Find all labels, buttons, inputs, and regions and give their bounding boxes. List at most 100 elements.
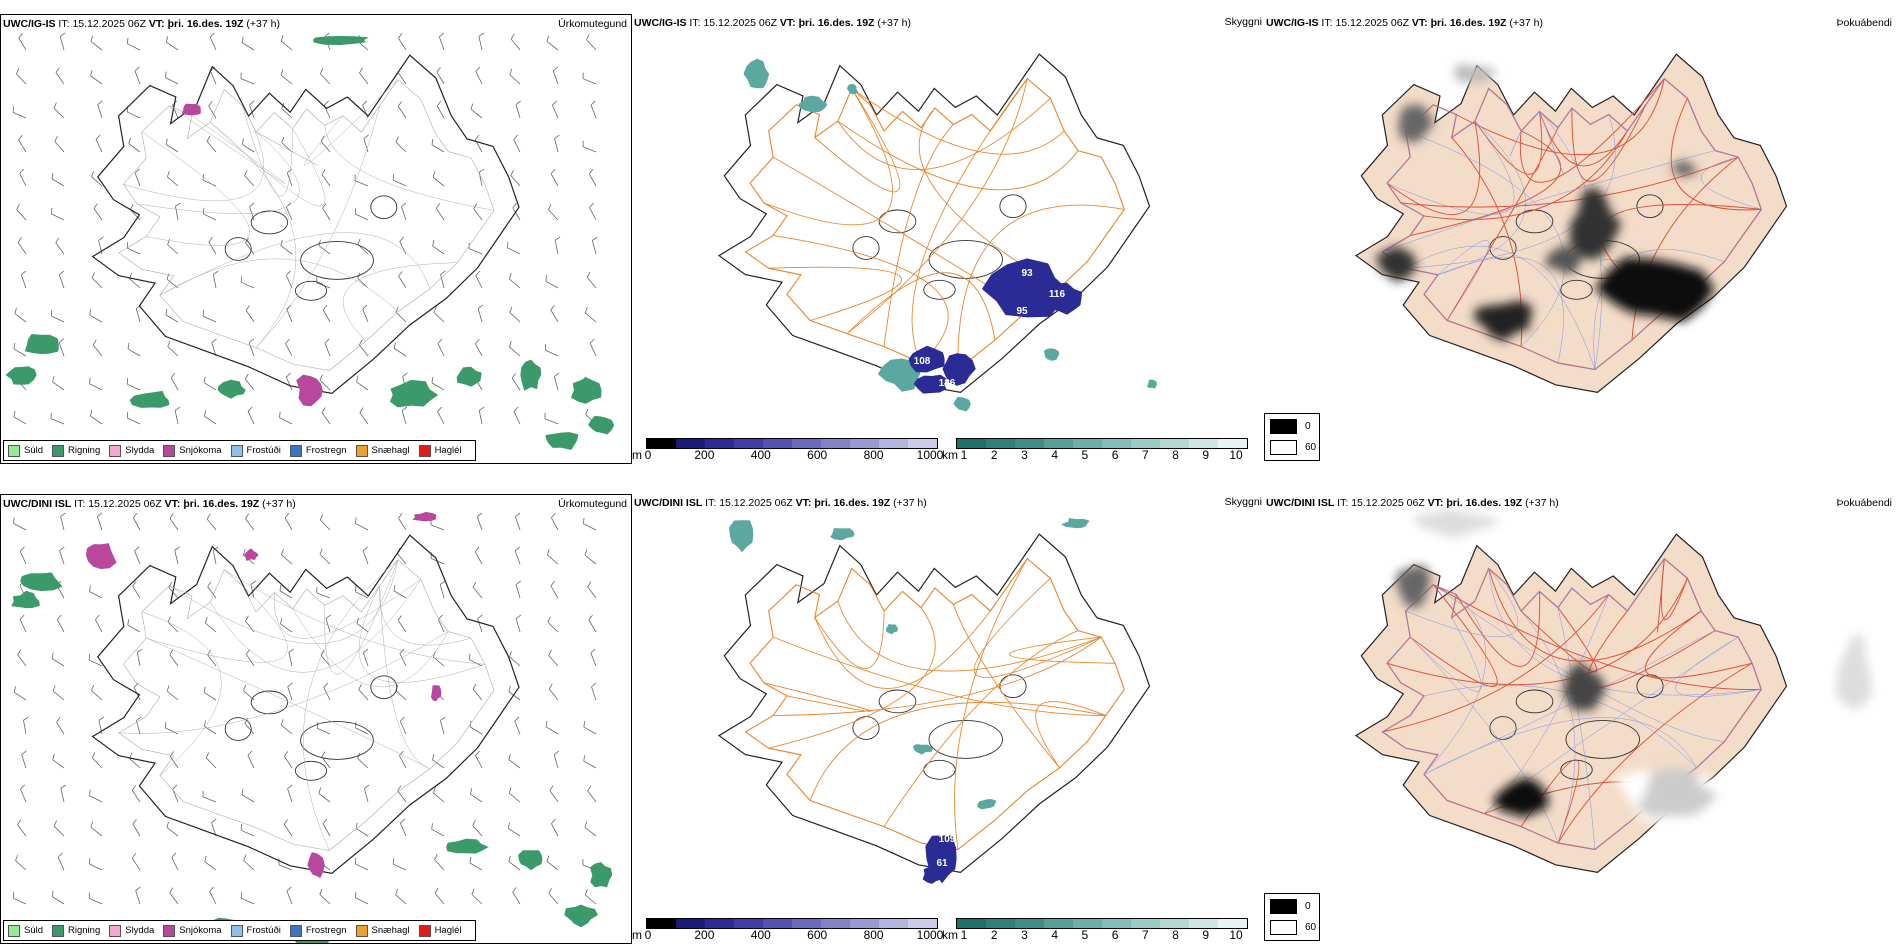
wind-barb-flag bbox=[549, 785, 554, 791]
wind-barb-flag bbox=[245, 615, 249, 622]
snow-depth-label: 31 bbox=[1081, 292, 1093, 303]
wind-barb-flag bbox=[53, 820, 57, 827]
road bbox=[768, 266, 902, 321]
colorbar-tick: 5 bbox=[1081, 448, 1089, 462]
rain-area bbox=[588, 415, 615, 435]
wind-barb bbox=[401, 206, 407, 221]
wind-barb-flag bbox=[319, 374, 323, 381]
lead-time: (+37 h) bbox=[877, 17, 911, 29]
wind-barb bbox=[167, 176, 179, 187]
wind-barb-flag bbox=[584, 889, 588, 896]
wind-barb-flag bbox=[21, 750, 27, 756]
road bbox=[1410, 636, 1559, 844]
vt-label: VT: bbox=[164, 498, 181, 510]
wind-barb bbox=[19, 551, 27, 565]
snow-depth-colorbar: m 0 200 400 600 800 1000 bbox=[632, 438, 943, 464]
legend-label: Slydda bbox=[125, 925, 155, 936]
fog-field bbox=[1375, 64, 1715, 342]
wind-barb bbox=[582, 78, 597, 85]
wind-barb-flag bbox=[59, 546, 65, 552]
wind-barb bbox=[280, 40, 293, 51]
snow-depth-label: 93 bbox=[1021, 268, 1033, 279]
road bbox=[1474, 111, 1543, 175]
wind-barb-flag bbox=[171, 852, 177, 858]
vt-value: þri. 16.des. 19Z bbox=[798, 17, 875, 29]
colorbar-bin bbox=[763, 439, 792, 448]
wind-barb bbox=[280, 74, 293, 85]
wind-barb-flag bbox=[244, 373, 249, 380]
wind-barb bbox=[127, 417, 141, 425]
legend-label: Snjókoma bbox=[179, 445, 222, 456]
wind-barb bbox=[551, 823, 559, 837]
low-visibility-area bbox=[877, 358, 921, 392]
road bbox=[141, 131, 250, 246]
wind-barb bbox=[170, 377, 179, 391]
it-label: IT: bbox=[1337, 497, 1349, 509]
colorbar-bin bbox=[879, 439, 908, 448]
wind-barb-flag bbox=[134, 66, 140, 72]
wind-barb-flag bbox=[324, 100, 329, 106]
road bbox=[146, 637, 431, 770]
colorbar-tick: 9 bbox=[1202, 448, 1210, 462]
wind-barb-flag bbox=[437, 406, 442, 412]
wind-barb bbox=[478, 36, 483, 51]
wind-barb bbox=[205, 757, 217, 769]
wind-barb-flag bbox=[95, 134, 101, 140]
legend-swatch bbox=[289, 444, 302, 457]
legend-swatch bbox=[289, 924, 302, 937]
road bbox=[379, 585, 472, 646]
wind-barb-flag bbox=[287, 784, 293, 790]
vt-label: VT: bbox=[1427, 497, 1444, 509]
wind-barb-flag bbox=[204, 410, 207, 417]
wind-barb-flag bbox=[98, 716, 105, 721]
wind-barb bbox=[546, 41, 559, 51]
wind-barb-flag bbox=[90, 69, 93, 76]
wind-barb-flag bbox=[322, 304, 328, 311]
vt-value: þri. 16.des. 19Z bbox=[183, 498, 260, 510]
wind-barb-flag bbox=[175, 202, 181, 207]
glacier-outline bbox=[878, 209, 917, 234]
road bbox=[1382, 594, 1610, 733]
wind-barb bbox=[362, 308, 369, 323]
road bbox=[1382, 150, 1716, 253]
colorbar-bin bbox=[908, 439, 937, 448]
visibility-colorbar: km 1 2 3 4 5 6 7 8 9 10 bbox=[942, 438, 1252, 464]
colorbar-tick: 400 bbox=[750, 928, 771, 942]
wind-barb bbox=[432, 176, 445, 187]
road bbox=[768, 607, 936, 749]
road bbox=[952, 604, 1060, 769]
wind-barb-flag bbox=[17, 819, 21, 826]
wind-barb bbox=[52, 381, 65, 391]
legend-label: Rigning bbox=[68, 925, 101, 936]
legend-item: Slydda bbox=[109, 444, 154, 457]
wind-barb-flag bbox=[400, 818, 405, 824]
wind-barb bbox=[431, 828, 445, 837]
ring-road bbox=[1381, 558, 1762, 850]
wind-barb-flag bbox=[13, 517, 15, 524]
rain-area bbox=[389, 379, 439, 408]
road bbox=[223, 569, 485, 665]
wind-barb-flag bbox=[475, 66, 481, 72]
wind-barb bbox=[320, 73, 331, 85]
wind-barb bbox=[244, 723, 255, 735]
wind-barb bbox=[513, 411, 521, 425]
wind-barb bbox=[127, 43, 141, 51]
colorbar-bin bbox=[986, 919, 1015, 928]
wind-barb bbox=[89, 383, 103, 391]
road bbox=[1405, 246, 1596, 370]
road bbox=[255, 105, 380, 348]
wind-barb bbox=[583, 760, 597, 769]
wind-barb-flag bbox=[90, 35, 94, 42]
legend-label: Haglél bbox=[434, 445, 462, 456]
wind-barb-flag bbox=[583, 517, 585, 524]
wind-barb bbox=[395, 690, 407, 701]
road bbox=[1520, 607, 1598, 673]
road bbox=[1405, 130, 1565, 347]
wind-barb-flag bbox=[512, 202, 517, 209]
variable-name: Þokuábendi bbox=[1836, 497, 1892, 509]
fog-index-area bbox=[1492, 777, 1549, 818]
wind-barb-flag bbox=[136, 716, 142, 721]
wind-barb-flag bbox=[433, 306, 437, 313]
wind-barb bbox=[90, 75, 103, 85]
colorbar-unit: km bbox=[942, 448, 958, 462]
